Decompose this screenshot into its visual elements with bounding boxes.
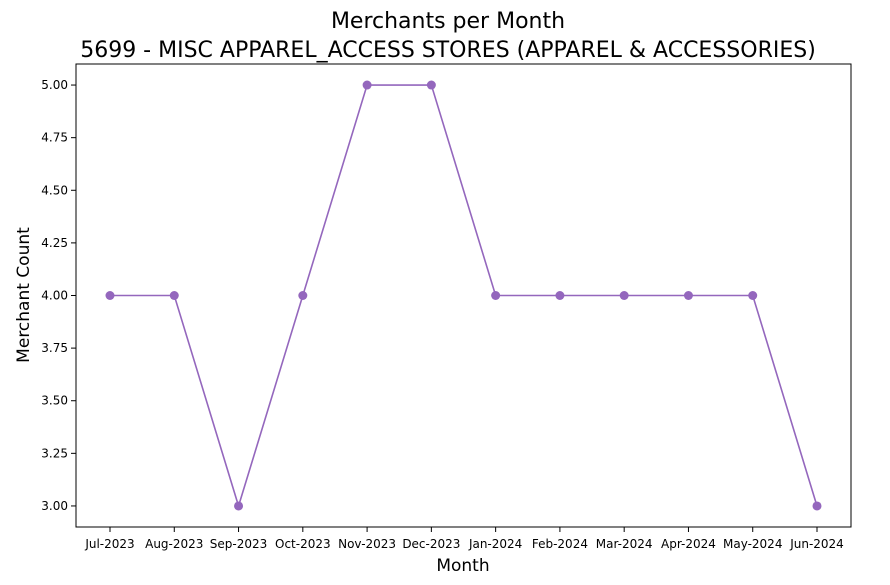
x-tick-label: Aug-2023 <box>145 537 203 551</box>
y-tick-label: 3.00 <box>41 499 68 513</box>
x-axis-ticks: Jul-2023 Aug-2023 Sep-2023 Oct-2023 Nov-2023… <box>84 527 844 551</box>
data-point <box>362 80 372 90</box>
data-point <box>169 291 179 300</box>
data-point <box>298 291 308 300</box>
data-point <box>555 291 565 300</box>
x-tick-label: Dec-2023 <box>402 537 460 551</box>
data-point <box>683 291 693 300</box>
y-tick-label: 5.00 <box>41 78 68 92</box>
series-markers <box>105 80 822 511</box>
x-axis-label: Month <box>436 556 489 576</box>
x-tick-label: Jun-2024 <box>789 537 844 551</box>
x-tick-label: Feb-2024 <box>532 537 588 551</box>
y-tick-label: 4.25 <box>41 236 68 250</box>
data-point <box>234 501 244 511</box>
y-tick-label: 3.50 <box>41 394 68 408</box>
y-axis-label: Merchant Count <box>14 227 34 363</box>
data-point <box>812 501 822 511</box>
x-tick-label: Mar-2024 <box>596 537 653 551</box>
chart-title: Merchants per Month <box>331 9 565 34</box>
x-tick-label: May-2024 <box>723 537 782 551</box>
x-tick-label: Oct-2023 <box>275 537 331 551</box>
series-line <box>110 84 818 509</box>
chart-subtitle: 5699 - MISC APPAREL_ACCESS STORES (APPAR… <box>80 38 816 63</box>
y-tick-label: 4.00 <box>41 289 68 303</box>
data-point <box>105 291 115 300</box>
data-point <box>748 291 758 300</box>
y-tick-label: 4.75 <box>41 131 68 145</box>
x-tick-label: Jan-2024 <box>468 537 522 551</box>
y-tick-label: 3.25 <box>41 446 68 460</box>
data-point <box>619 291 629 300</box>
y-tick-label: 3.75 <box>41 341 68 355</box>
y-tick-label: 4.50 <box>41 183 68 197</box>
x-tick-label: Nov-2023 <box>338 537 396 551</box>
data-point <box>491 291 501 300</box>
data-point <box>426 80 436 90</box>
y-axis-ticks: 3.00 3.25 3.50 3.75 4.00 4.25 4.50 4.75 5.00 <box>41 78 76 513</box>
x-tick-label: Jul-2023 <box>84 537 134 551</box>
x-tick-label: Sep-2023 <box>210 537 268 551</box>
x-tick-label: Apr-2024 <box>661 537 716 551</box>
